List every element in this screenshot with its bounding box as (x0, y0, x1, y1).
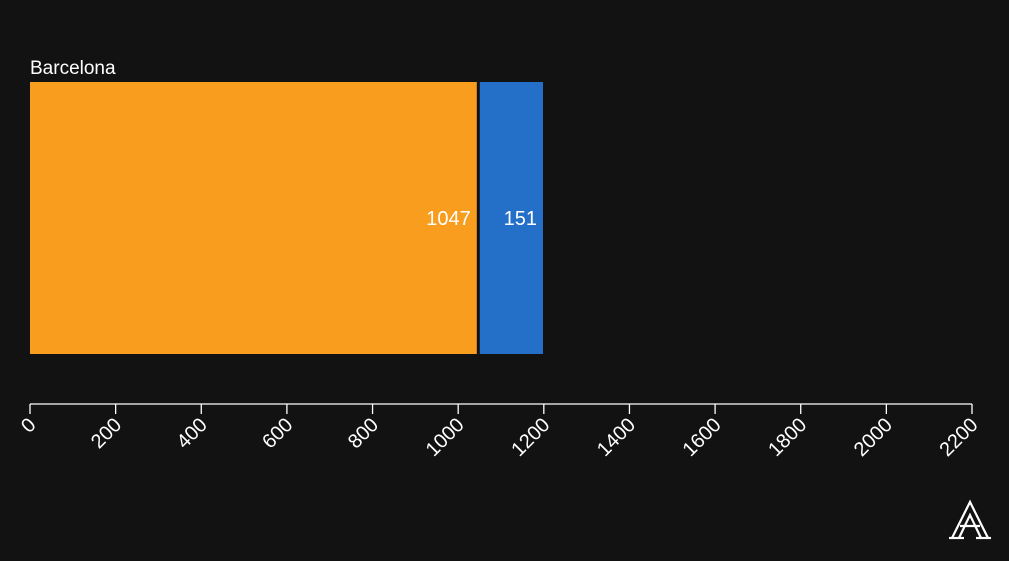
x-tick-label: 1000 (422, 414, 469, 461)
publisher-logo-icon (949, 499, 991, 540)
x-tick-label: 2200 (936, 414, 983, 461)
bar-segment-2 (479, 82, 543, 354)
x-tick-label: 1400 (593, 414, 640, 461)
x-tick-label: 1800 (764, 414, 811, 461)
data-label-2: 151 (504, 208, 537, 230)
x-tick-label: 2000 (850, 414, 897, 461)
x-axis: 0 200 400 600 800 1000 1200 1400 1600 1800 2000 220… (17, 403, 983, 461)
x-tick-label: 400 (173, 414, 212, 453)
x-tick-label: 1600 (679, 414, 726, 461)
bars-layer: Barcelona 1047 151 (30, 58, 543, 354)
x-tick-label: 600 (258, 414, 297, 453)
x-tick-label: 800 (344, 414, 383, 453)
data-label-1: 1047 (426, 208, 471, 230)
x-tick-label: 1200 (507, 414, 554, 461)
x-tick-label: 200 (87, 414, 126, 453)
category-label: Barcelona (30, 58, 116, 79)
bar-segment-1 (30, 82, 477, 354)
x-tick-label: 0 (17, 414, 40, 437)
